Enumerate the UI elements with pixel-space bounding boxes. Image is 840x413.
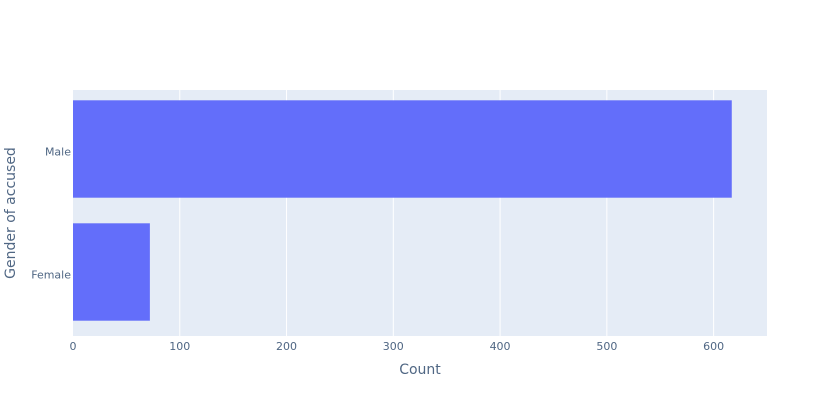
x-tick-label: 300 [383, 340, 404, 353]
y-tick-label: Male [45, 146, 71, 159]
bar-male[interactable] [73, 100, 732, 198]
x-axis-label: Count [399, 362, 441, 378]
y-axis-label: Gender of accused [3, 147, 19, 279]
x-tick-label: 100 [169, 340, 190, 353]
x-tick-label: 600 [703, 340, 724, 353]
y-tick-label: Female [31, 269, 71, 282]
x-tick-label: 500 [596, 340, 617, 353]
x-tick-label: 400 [490, 340, 511, 353]
bar-female[interactable] [73, 223, 150, 321]
x-tick-label: 0 [70, 340, 77, 353]
x-tick-label: 200 [276, 340, 297, 353]
